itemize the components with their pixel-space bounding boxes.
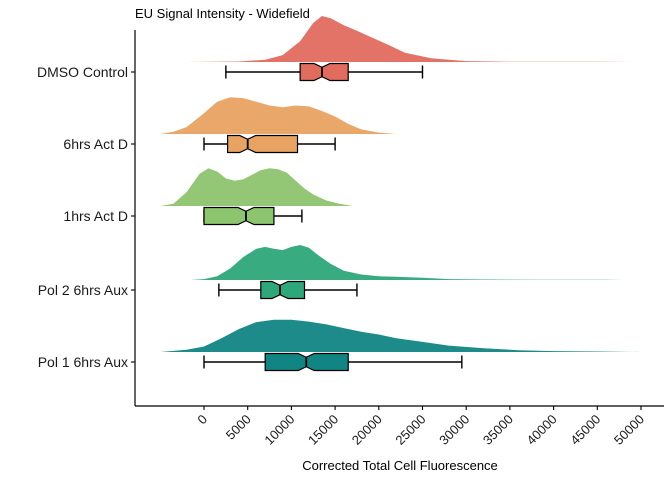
x-tick-label-8: 35000 bbox=[480, 412, 516, 448]
density-layer bbox=[160, 16, 642, 352]
box-body bbox=[226, 134, 299, 154]
box-body bbox=[299, 62, 349, 82]
density-cloud-1 bbox=[186, 16, 633, 62]
box-body bbox=[260, 280, 306, 300]
x-tick-label-3: 10000 bbox=[261, 412, 297, 448]
boxplot-1 bbox=[225, 62, 424, 82]
boxplot-layer bbox=[203, 62, 463, 372]
box-body bbox=[203, 206, 275, 226]
density-cloud-3 bbox=[160, 168, 353, 206]
y-tick-label-3: 1hrs Act D bbox=[63, 208, 128, 224]
x-tick-label-10: 45000 bbox=[567, 412, 603, 448]
x-axis: 0 5000 10000 15000 20000 25000 30000 35000 40000… bbox=[194, 406, 647, 448]
density-cloud-4 bbox=[190, 245, 624, 280]
boxplot-5 bbox=[203, 352, 463, 372]
x-tick-label-4: 15000 bbox=[305, 412, 341, 448]
density-cloud-5 bbox=[160, 319, 642, 352]
x-tick-label-6: 25000 bbox=[392, 412, 428, 448]
x-tick-label-5: 20000 bbox=[349, 412, 385, 448]
boxplot-4 bbox=[218, 280, 358, 300]
x-tick-label-9: 40000 bbox=[524, 412, 560, 448]
y-tick-label-4: Pol 2 6hrs Aux bbox=[38, 282, 128, 298]
boxplot-2 bbox=[203, 134, 336, 154]
boxplot-3 bbox=[203, 206, 303, 226]
density-cloud-2 bbox=[160, 97, 397, 134]
x-tick-label-2: 5000 bbox=[223, 412, 254, 443]
y-axis: DMSO Control 6hrs Act D 1hrs Act D Pol 2 6h… bbox=[37, 64, 135, 370]
y-tick-label-2: 6hrs Act D bbox=[63, 136, 128, 152]
x-tick-label-11: 50000 bbox=[611, 412, 647, 448]
y-tick-label-5: Pol 1 6hrs Aux bbox=[38, 354, 128, 370]
y-tick-label-1: DMSO Control bbox=[37, 64, 128, 80]
x-axis-label: Corrected Total Cell Fluorescence bbox=[302, 458, 498, 473]
x-tick-label-7: 30000 bbox=[436, 412, 472, 448]
x-tick-label-1: 0 bbox=[194, 412, 210, 428]
chart-title: EU Signal Intensity - Widefield bbox=[135, 6, 310, 21]
